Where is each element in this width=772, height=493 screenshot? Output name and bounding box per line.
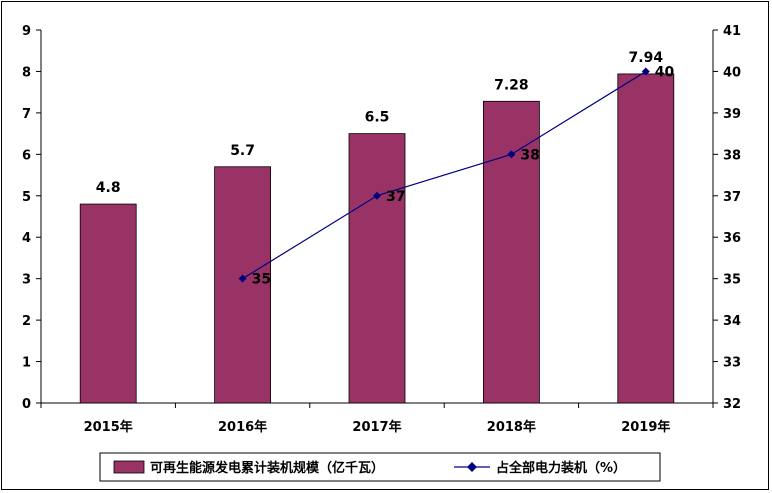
bar	[348, 133, 406, 404]
bar-value-label: 7.94	[629, 50, 664, 66]
y-right-tick-label: 39	[723, 107, 741, 122]
y-right-tick-label: 40	[723, 65, 741, 80]
y-right-tick-label: 36	[723, 231, 741, 246]
line-point	[507, 150, 516, 159]
y-right-tick-label: 35	[723, 273, 741, 288]
bar-value-label: 5.7	[230, 143, 255, 159]
line-point	[373, 191, 381, 200]
line-path	[242, 70, 647, 280]
y-left-tick-label: 7	[22, 107, 31, 122]
legend-line-label: 占全部电力装机（%）	[496, 460, 626, 476]
x-tick-label: 2019年	[621, 419, 670, 435]
bar-value-label: 4.8	[96, 180, 121, 196]
y-right-tick-label: 37	[723, 190, 741, 205]
line-value-label: 35	[252, 272, 271, 288]
x-tick-label: 2015年	[84, 419, 133, 435]
y-right-tick-label: 38	[723, 148, 741, 163]
y-right-tick-label: 34	[723, 314, 741, 329]
y-left-tick-label: 2	[22, 314, 31, 329]
line-point	[641, 67, 650, 76]
legend-line-marker	[467, 462, 477, 472]
line-value-label: 37	[386, 189, 405, 205]
legend-box	[99, 452, 661, 482]
bar-value-label: 6.5	[365, 110, 390, 126]
y-right-tick-label: 41	[723, 24, 741, 39]
y-left-tick-label: 3	[22, 273, 31, 288]
y-left-tick-label: 0	[22, 397, 31, 412]
bar-value-label: 7.28	[494, 77, 529, 93]
y-left-tick-label: 8	[22, 65, 31, 80]
data-labels: 4.8 5.7 6.5 7.28 7.94 35 37 38 40	[96, 50, 675, 288]
y-left-tick-label: 6	[22, 148, 31, 163]
y-left-tick-label: 9	[22, 24, 31, 39]
line-series	[238, 67, 650, 283]
bar	[214, 166, 272, 404]
legend-bar-swatch	[113, 460, 145, 474]
y-left-tick-label: 4	[22, 231, 31, 246]
y-left-tick-label: 5	[22, 190, 31, 205]
x-tick-label: 2018年	[487, 419, 536, 435]
y-left-tick-label: 1	[22, 356, 31, 371]
bar	[617, 73, 675, 404]
bar-series	[79, 73, 675, 404]
bar	[79, 203, 137, 404]
legend: 可再生能源发电累计装机规模（亿千瓦） 占全部电力装机（%）	[99, 452, 661, 482]
legend-bar-label: 可再生能源发电累计装机规模（亿千瓦）	[150, 460, 384, 476]
line-value-label: 40	[655, 64, 675, 80]
x-tick-label: 2017年	[352, 419, 401, 435]
line-value-label: 38	[520, 147, 539, 163]
x-tick-label: 2016年	[218, 419, 267, 435]
line-point	[238, 274, 247, 283]
y-right-tick-label: 33	[723, 356, 741, 371]
y-right-tick-label: 32	[723, 397, 741, 412]
